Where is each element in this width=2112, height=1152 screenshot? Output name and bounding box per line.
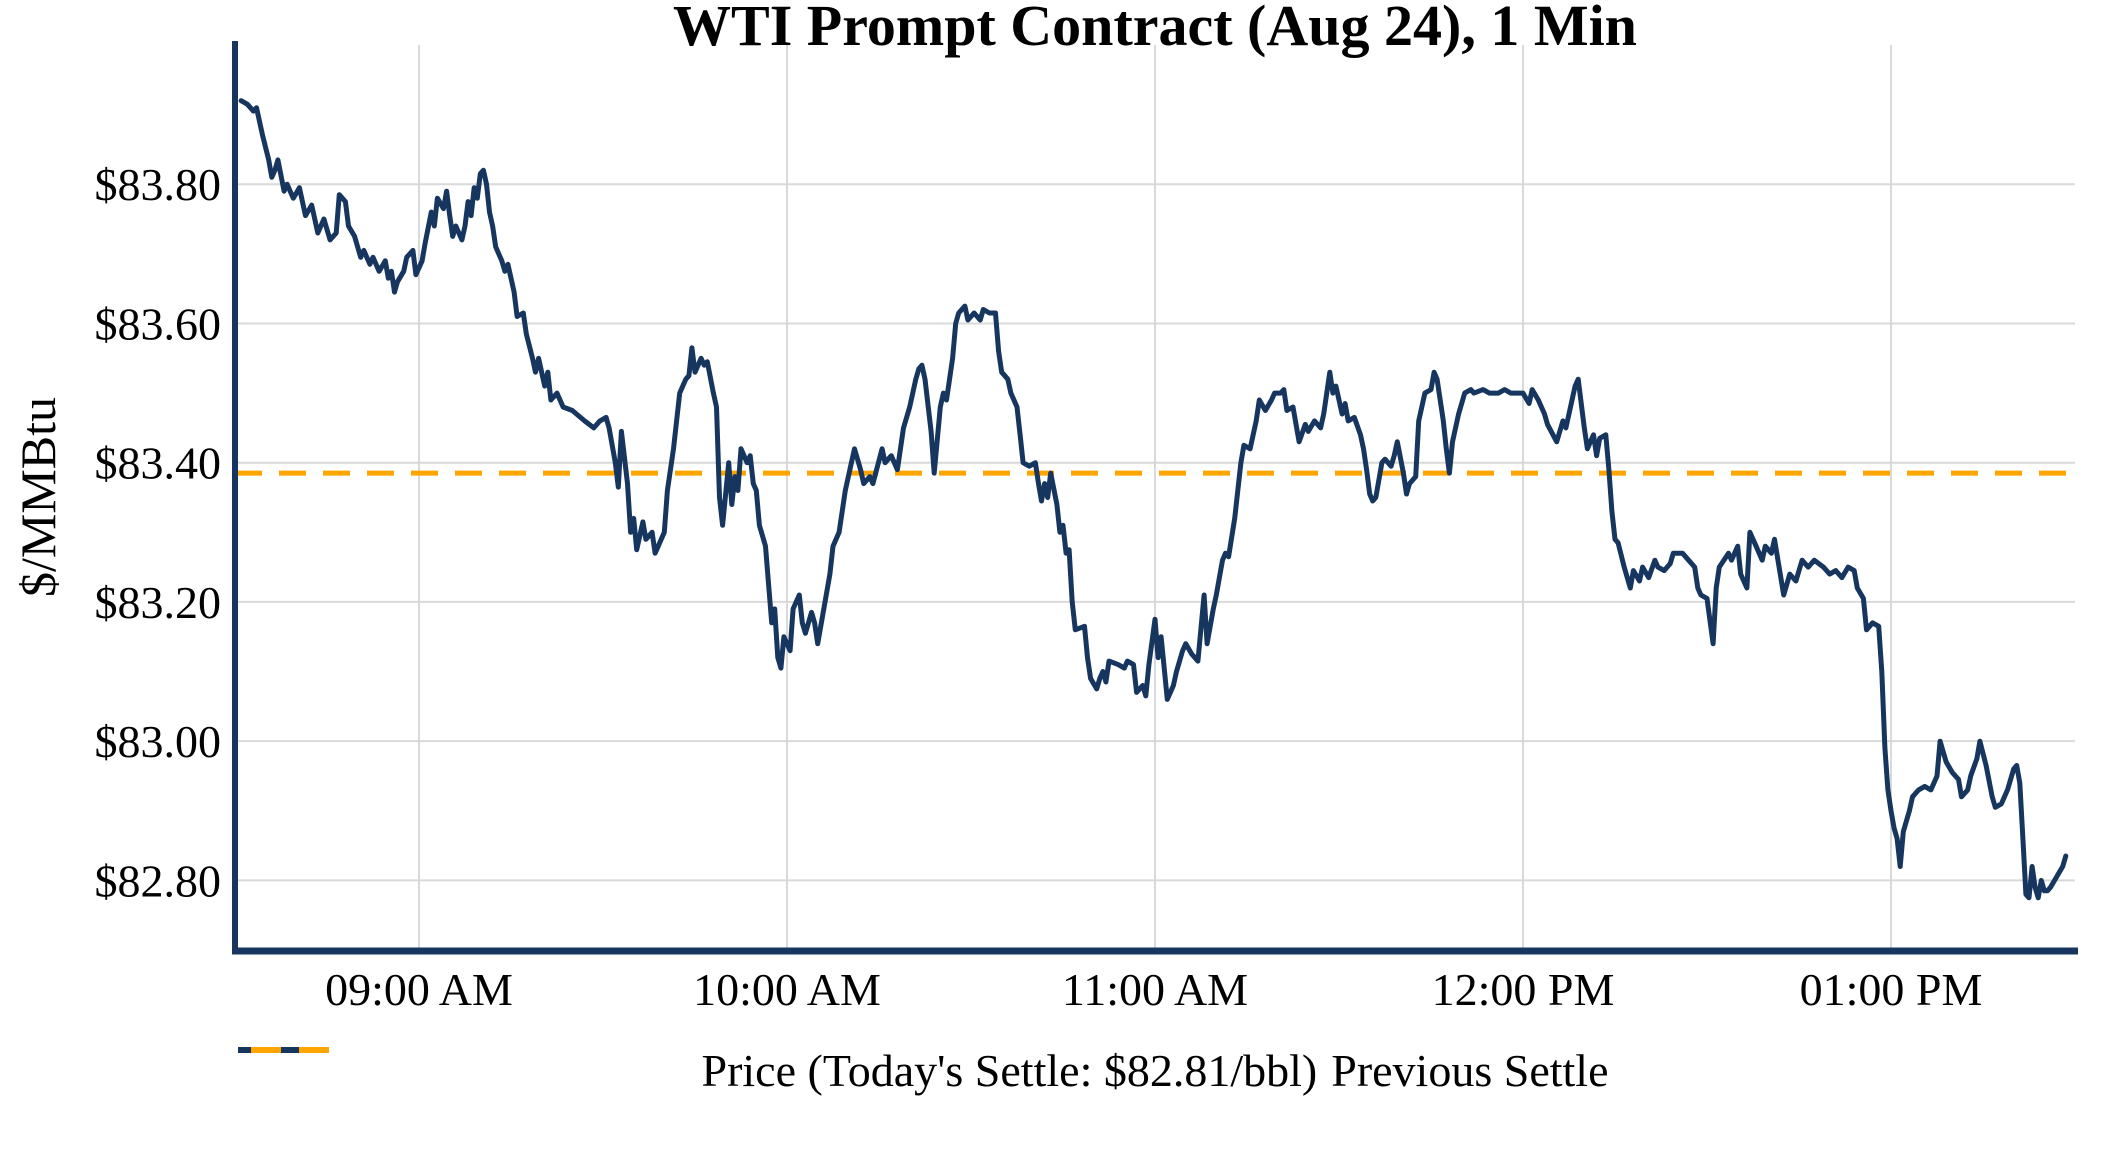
y-tick-label: $83.20 <box>95 577 222 628</box>
x-tick-label: 10:00 AM <box>693 964 881 1015</box>
y-tick-label: $83.80 <box>95 159 222 210</box>
x-tick-label: 11:00 AM <box>1062 964 1248 1015</box>
x-tick-label: 12:00 PM <box>1432 964 1615 1015</box>
y-tick-label: $83.60 <box>95 298 222 349</box>
legend: Price (Today's Settle: $82.81/bbl) Previ… <box>235 1044 2075 1097</box>
previous-settle-legend-swatch <box>251 1047 329 1053</box>
chart-title: WTI Prompt Contract (Aug 24), 1 Min <box>673 0 1637 58</box>
x-tick-label: 01:00 PM <box>1800 964 1983 1015</box>
y-tick-label: $82.80 <box>95 855 222 906</box>
legend-previous-settle-label: Previous Settle <box>1331 1045 1609 1096</box>
x-tick-label: 09:00 AM <box>325 964 513 1015</box>
price-line <box>238 98 2069 901</box>
y-tick-label: $83.00 <box>95 716 222 767</box>
legend-price-label: Price (Today's Settle: $82.81/bbl) <box>701 1045 1318 1096</box>
y-tick-label: $83.40 <box>95 438 222 489</box>
y-axis-label: $/MMBtu <box>10 396 66 598</box>
